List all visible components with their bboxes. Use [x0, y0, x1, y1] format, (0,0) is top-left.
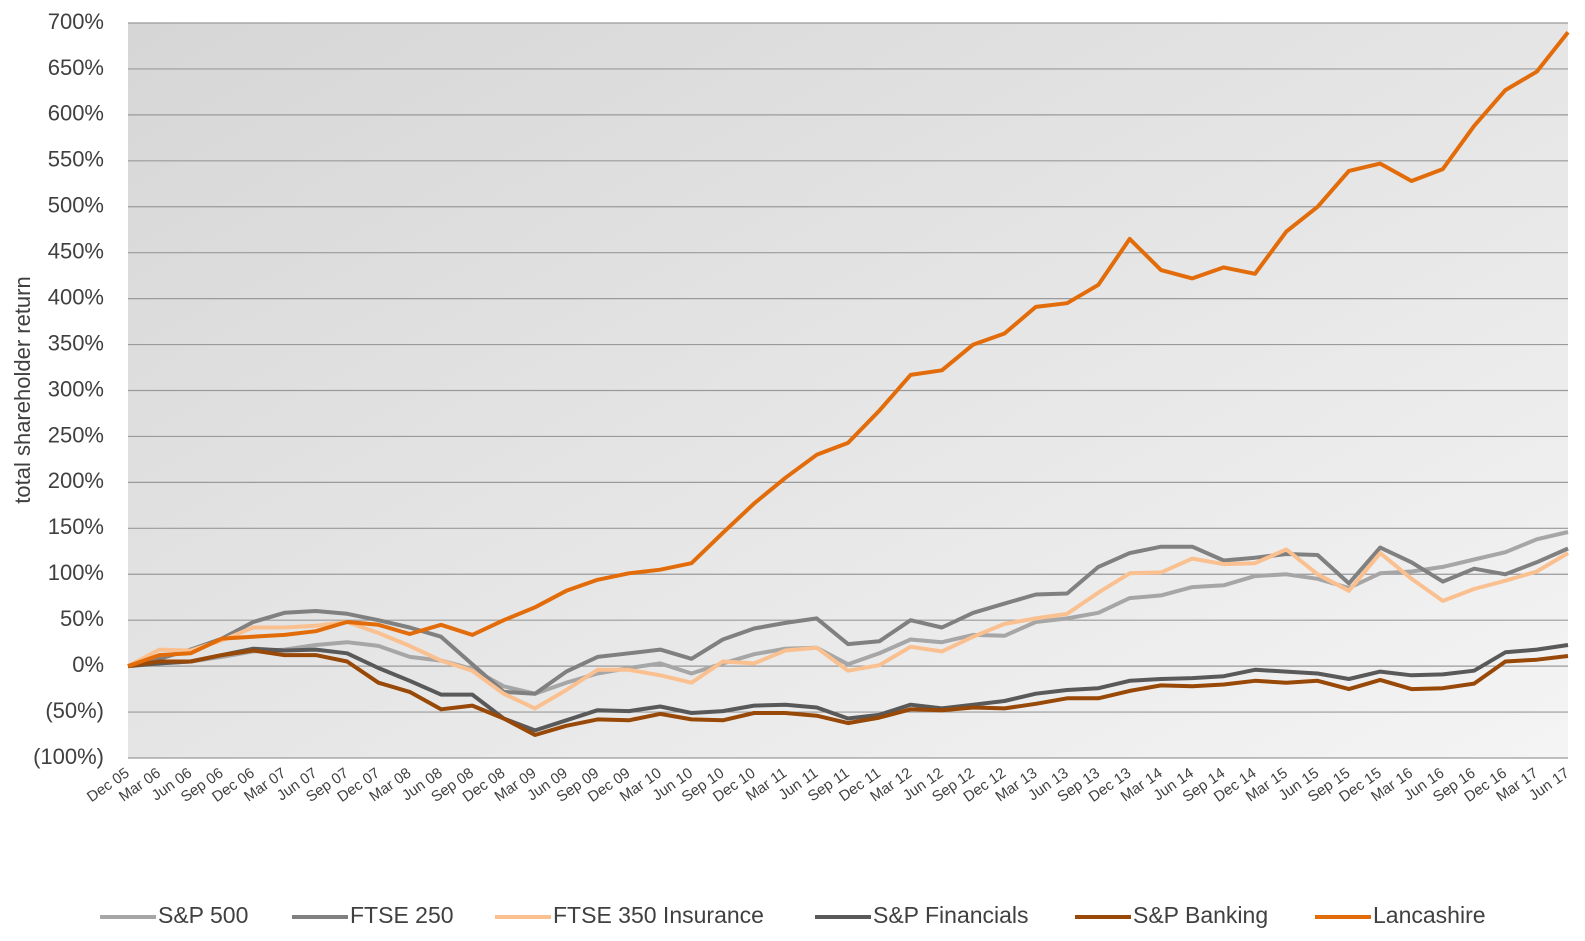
legend-label: S&P Banking [1133, 902, 1268, 928]
y-tick-label: 100% [48, 560, 104, 585]
series-line [127, 643, 1569, 733]
legend-label: S&P 500 [158, 902, 248, 928]
y-tick-label: 50% [60, 606, 104, 631]
series-line [127, 544, 1569, 696]
y-tick-label: 200% [48, 468, 104, 493]
legend-label: FTSE 250 [350, 902, 454, 928]
y-tick-label: 0% [72, 652, 104, 677]
y-tick-label: 450% [48, 239, 104, 264]
legend-label: S&P Financials [873, 902, 1029, 928]
y-tick-label: 400% [48, 284, 104, 309]
legend-label: FTSE 350 Insurance [553, 902, 764, 928]
y-axis-label: total shareholder return [10, 276, 35, 503]
y-tick-label: 150% [48, 514, 104, 539]
y-tick-label: 550% [48, 147, 104, 172]
y-tick-label: 500% [48, 193, 104, 218]
y-tick-label: (50%) [45, 698, 104, 723]
legend-label: Lancashire [1373, 902, 1486, 928]
y-tick-label: 650% [48, 55, 104, 80]
y-tick-label: (100%) [33, 744, 104, 769]
series-line [127, 30, 1570, 668]
y-tick-label: 250% [48, 422, 104, 447]
y-tick-label: 300% [48, 376, 104, 401]
y-tick-label: 350% [48, 330, 104, 355]
series-line [127, 648, 1569, 737]
y-tick-label: 700% [48, 9, 104, 34]
series-line [127, 547, 1570, 711]
y-tick-label: 600% [48, 101, 104, 126]
